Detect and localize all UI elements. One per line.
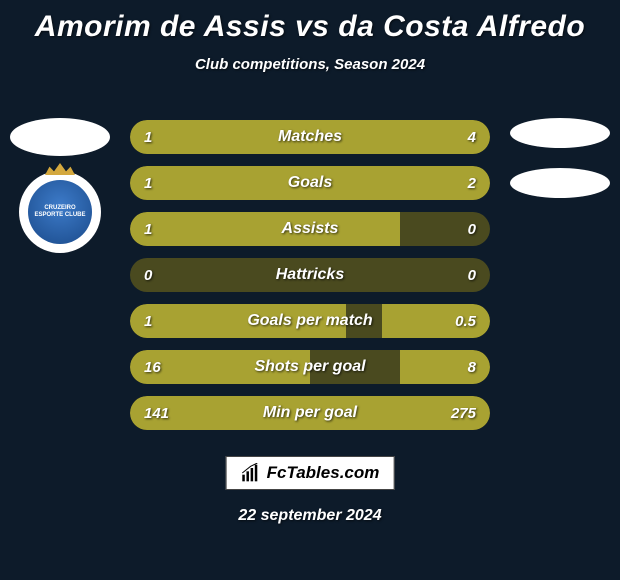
stat-row: 141275Min per goal bbox=[130, 396, 490, 430]
player-left-badges: CRUZEIRO ESPORTE CLUBE bbox=[10, 118, 110, 253]
bar-chart-icon bbox=[241, 463, 261, 483]
stat-row: 10Assists bbox=[130, 212, 490, 246]
club-badge-cruzeiro: CRUZEIRO ESPORTE CLUBE bbox=[19, 171, 101, 253]
stat-row: 168Shots per goal bbox=[130, 350, 490, 384]
placeholder-ellipse bbox=[510, 168, 610, 198]
player-right-badges bbox=[510, 118, 610, 198]
stats-table: 14Matches 12Goals 10Assists 00Hattricks 10.5… bbox=[130, 120, 490, 442]
placeholder-ellipse bbox=[10, 118, 110, 156]
stat-label: Assists bbox=[130, 220, 490, 238]
stat-row: 14Matches bbox=[130, 120, 490, 154]
brand-text: FcTables.com bbox=[267, 463, 380, 483]
placeholder-ellipse bbox=[510, 118, 610, 148]
stat-row: 10.5Goals per match bbox=[130, 304, 490, 338]
crown-icon bbox=[45, 163, 75, 175]
stat-label: Shots per goal bbox=[130, 358, 490, 376]
club-badge-text: CRUZEIRO ESPORTE CLUBE bbox=[28, 205, 92, 218]
page-subtitle: Club competitions, Season 2024 bbox=[0, 56, 620, 73]
stat-label: Goals per match bbox=[130, 312, 490, 330]
stat-label: Min per goal bbox=[130, 404, 490, 422]
stat-row: 12Goals bbox=[130, 166, 490, 200]
stat-label: Goals bbox=[130, 174, 490, 192]
stat-label: Matches bbox=[130, 128, 490, 146]
footer-date: 22 september 2024 bbox=[0, 507, 620, 525]
brand-logo: FcTables.com bbox=[226, 456, 395, 490]
club-badge-inner: CRUZEIRO ESPORTE CLUBE bbox=[28, 180, 92, 244]
stat-row: 00Hattricks bbox=[130, 258, 490, 292]
stat-label: Hattricks bbox=[130, 266, 490, 284]
page-title: Amorim de Assis vs da Costa Alfredo bbox=[0, 0, 620, 44]
